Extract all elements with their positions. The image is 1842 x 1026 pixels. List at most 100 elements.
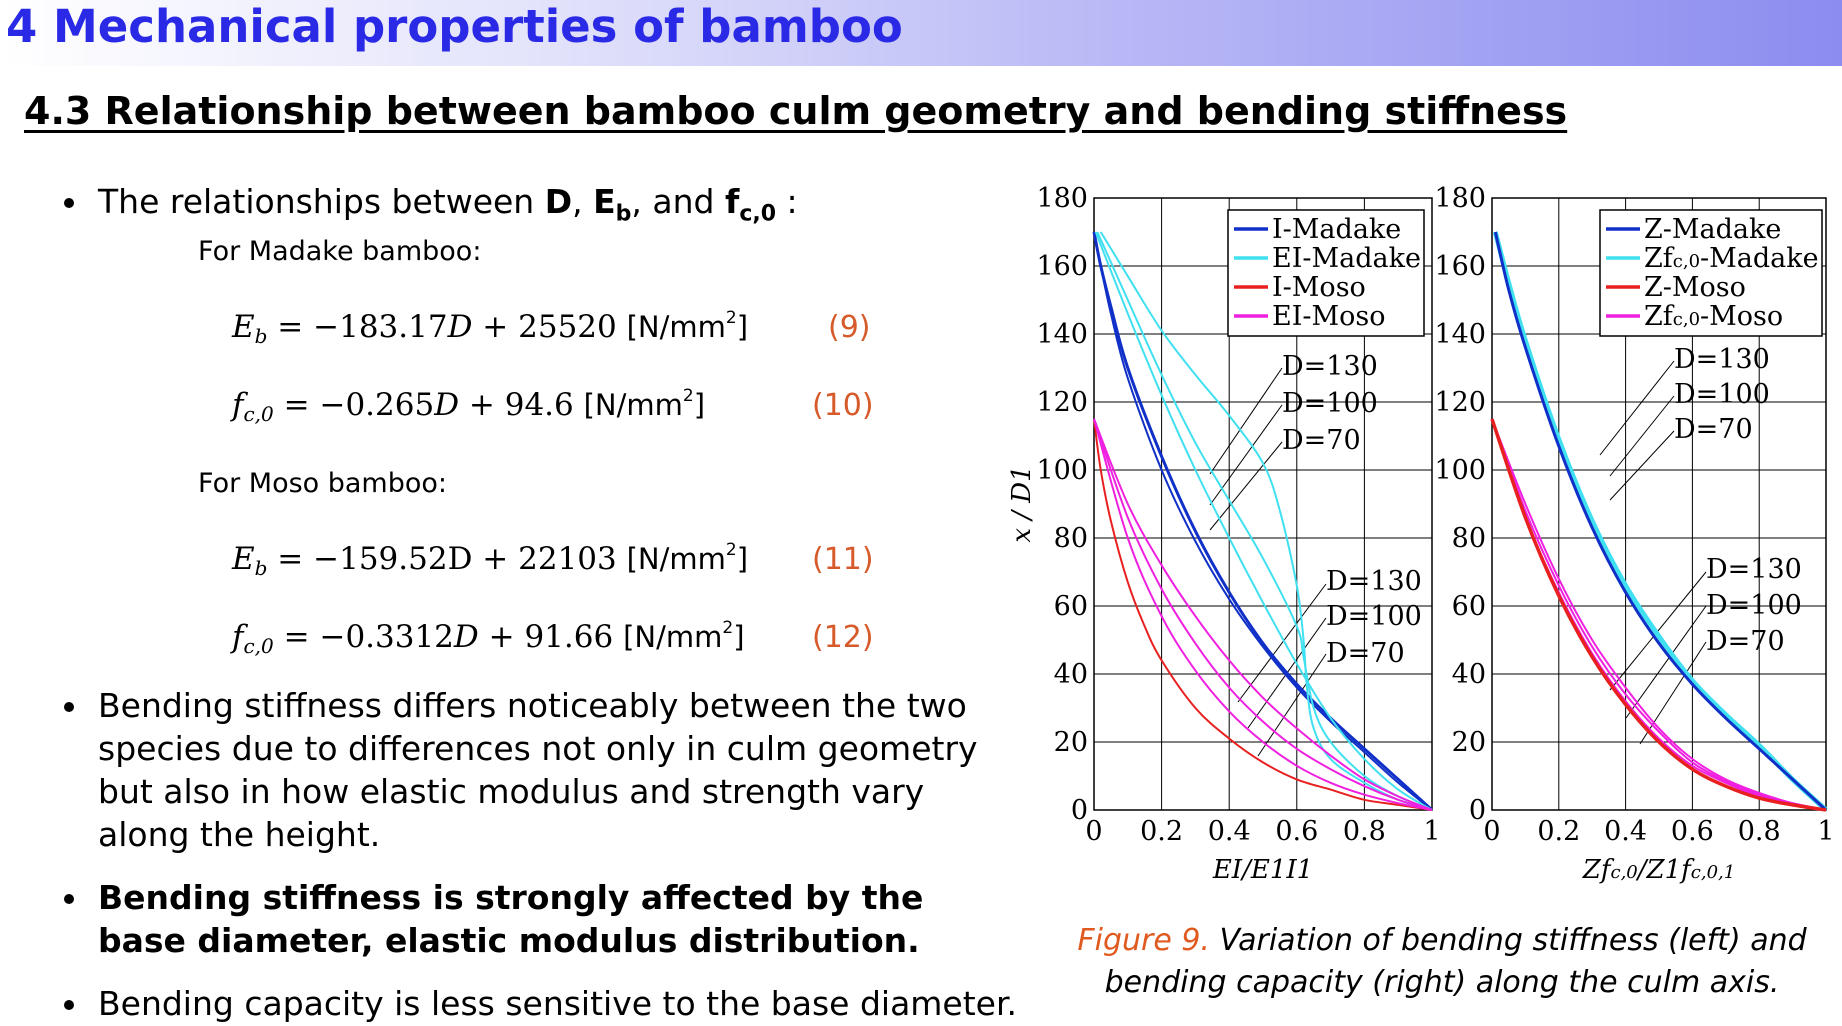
eq10-unit-a: [N/mm — [583, 388, 683, 422]
annotation-leader — [1257, 653, 1327, 757]
y-tick-label: 40 — [1452, 659, 1486, 690]
annotation-label: D=130 — [1326, 566, 1422, 597]
eq9-lhs: E — [232, 309, 255, 345]
x-tick-label: 0.4 — [1604, 816, 1647, 847]
eq12-var: D — [453, 619, 479, 655]
annotation-label: D=130 — [1282, 351, 1378, 382]
annotation-label: D=100 — [1706, 590, 1802, 621]
x-tick-label: 0.8 — [1343, 816, 1386, 847]
y-tick-label: 20 — [1054, 727, 1088, 758]
intro-colon: : — [776, 182, 798, 221]
y-tick-label: 160 — [1036, 251, 1088, 282]
annotation-label: D=130 — [1674, 344, 1770, 375]
annotation-label: D=100 — [1282, 388, 1378, 419]
x-tick-label: 1 — [1423, 816, 1440, 847]
eq10-lhs-sub: c,0 — [243, 402, 273, 426]
eq12-unit-a: [N/mm — [623, 620, 723, 654]
bullet-dot — [64, 894, 74, 904]
figure-number: Figure 9. — [1077, 923, 1210, 958]
annotation-leader — [1209, 367, 1283, 475]
y-tick-label: 80 — [1452, 523, 1486, 554]
eq10-unit: [N/mm2] — [583, 386, 706, 422]
intro-e-sub: b — [615, 201, 632, 227]
eq12-rhs-b: + 91.66 — [478, 619, 624, 655]
intro-d: D — [544, 182, 573, 221]
legend-label: Z-Madake — [1644, 214, 1781, 245]
eq11-lhs-sub-text: b — [254, 556, 268, 580]
x-tick-label: 1 — [1817, 816, 1834, 847]
equation-9-number: (9) — [828, 310, 871, 345]
equation-11: Eb = −159.52D + 22103 [N/mm2] — [232, 540, 748, 580]
y-tick-label: 120 — [1434, 387, 1486, 418]
eq12-unit-end: ] — [733, 620, 745, 654]
intro-text: The relationships between D, Eb, and fc,… — [98, 180, 798, 236]
x-tick-label: 0.2 — [1140, 816, 1183, 847]
plot-frame — [1093, 197, 1433, 811]
bullet-dot — [64, 1000, 74, 1010]
eq11-unit-end: ] — [736, 542, 749, 576]
eq9-unit-sup: 2 — [725, 308, 737, 328]
section-banner: 4 Mechanical properties of bamboo — [0, 0, 1842, 66]
series-line — [1491, 418, 1827, 811]
equation-10: fc,0 = −0.265D + 94.6 [N/mm2] — [232, 386, 705, 426]
y-tick-label: 160 — [1434, 251, 1486, 282]
eq12-unit: [N/mm2] — [623, 618, 745, 654]
x-tick-label: 0 — [1085, 816, 1102, 847]
eq12-lhs: f — [232, 619, 244, 655]
y-tick-label: 140 — [1036, 319, 1088, 350]
eq10-var: D — [434, 387, 460, 423]
intro-comma1: , — [572, 182, 594, 221]
plot-frame — [1491, 197, 1827, 811]
x-tick-label: 0.8 — [1738, 816, 1781, 847]
y-tick-label: 0 — [1071, 795, 1088, 826]
series-line — [1492, 231, 1828, 812]
eq11-rhs: = −159.52D + 22103 — [267, 541, 627, 577]
bullet-stiffness-differs: Bending stiffness differs noticeably bet… — [98, 686, 978, 854]
legend-label: EI-Moso — [1272, 301, 1386, 332]
equation-10-number: (10) — [812, 388, 874, 423]
subsection-title: 4.3 Relationship between bamboo culm geo… — [24, 89, 1568, 133]
annotation-label: D=130 — [1706, 554, 1802, 585]
x-tick-label: 0.6 — [1671, 816, 1714, 847]
annotation-leader — [1237, 583, 1327, 703]
eq9-lhs-sub: b — [255, 324, 268, 348]
eq9-unit: [N/mm2] — [627, 308, 748, 344]
annotation-label: D=100 — [1326, 601, 1422, 632]
eq9-var: D — [447, 309, 473, 345]
y-tick-label: 120 — [1036, 387, 1088, 418]
series-line — [1093, 418, 1433, 811]
series-line — [1093, 231, 1433, 811]
y-tick-label: 60 — [1054, 591, 1088, 622]
series-line — [1491, 418, 1827, 811]
intro-comma2: , and — [631, 182, 725, 221]
eq11-lhs: E — [232, 541, 255, 577]
figure-caption: Figure 9. Variation of bending stiffness… — [1062, 920, 1822, 1004]
annotation-label: D=70 — [1326, 638, 1405, 669]
equation-12-number: (12) — [812, 620, 874, 655]
annotation-label: D=70 — [1674, 414, 1753, 445]
y-tick-label: 20 — [1452, 727, 1486, 758]
legend-label: Z-Moso — [1644, 272, 1746, 303]
series-line — [1093, 418, 1433, 811]
eq11-unit: [N/mm2] — [627, 540, 749, 576]
eq9-lhs-sub-text: b — [254, 324, 268, 348]
y-tick-label: 180 — [1036, 183, 1088, 214]
y-tick-label: 100 — [1036, 455, 1088, 486]
annotation-leader — [1609, 430, 1675, 501]
annotation-leader — [1625, 605, 1707, 719]
bullet-dot — [64, 198, 74, 208]
legend-label: EI-Madake — [1272, 243, 1421, 274]
eq10-unit-end: ] — [693, 388, 706, 422]
series-line — [1093, 418, 1433, 811]
equation-12: fc,0 = −0.3312D + 91.66 [N/mm2] — [232, 618, 745, 658]
series-line — [1490, 418, 1827, 812]
series-line — [1094, 231, 1433, 811]
intro-f-letter: f — [724, 182, 740, 221]
intro-e-letter: E — [593, 182, 616, 221]
equation-9: Eb = −183.17D + 25520 [N/mm2] — [232, 308, 748, 348]
y-tick-label: 80 — [1054, 523, 1088, 554]
y-tick-label: 60 — [1452, 591, 1486, 622]
x-tick-label: 0.6 — [1275, 816, 1318, 847]
legend-label: Zfc,0-Madake — [1644, 243, 1819, 274]
